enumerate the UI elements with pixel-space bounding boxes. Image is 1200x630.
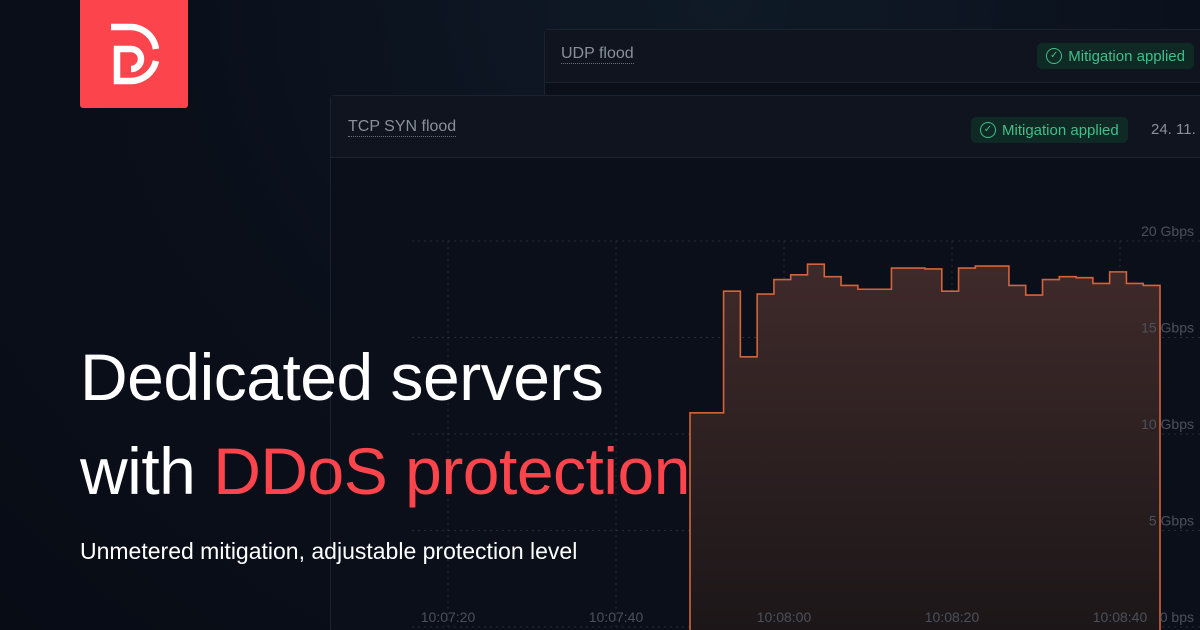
- headline-accent: DDoS protection: [213, 434, 690, 508]
- d-monogram-icon: [111, 23, 160, 85]
- badge-label: Mitigation applied: [1002, 121, 1119, 139]
- y-tick-label: 15 Gbps: [1141, 320, 1194, 336]
- headline-line-2: with DDoS protection: [80, 438, 690, 504]
- x-tick-label: 10:07:40: [589, 609, 644, 625]
- check-circle-icon: ✓: [1046, 48, 1063, 64]
- series-line: [689, 263, 1161, 630]
- card-title[interactable]: UDP flood: [561, 45, 634, 64]
- status-badge: ✓ Mitigation applied: [971, 117, 1128, 143]
- x-tick-label: 10:07:20: [421, 609, 476, 625]
- badge-label: Mitigation applied: [1068, 47, 1185, 65]
- series-area-fill: [690, 264, 1160, 630]
- y-tick-label: 0 bps: [1160, 609, 1194, 625]
- headline-line-1: Dedicated servers: [80, 340, 604, 414]
- y-tick-label: 5 Gbps: [1149, 513, 1194, 529]
- subtitle: Unmetered mitigation, adjustable protect…: [80, 538, 578, 564]
- card-title[interactable]: TCP SYN flood: [348, 118, 457, 137]
- check-circle-icon: ✓: [980, 122, 996, 138]
- x-tick-label: 10:08:00: [757, 609, 812, 625]
- y-tick-label: 20 Gbps: [1141, 223, 1194, 239]
- status-badge: ✓ Mitigation applied: [1037, 43, 1194, 69]
- headline-plain: with: [80, 434, 214, 508]
- event-date: 24. 11.: [1151, 121, 1196, 138]
- x-tick-label: 10:08:20: [925, 609, 980, 625]
- y-tick-label: 10 Gbps: [1141, 416, 1194, 432]
- brand-logo: [80, 0, 188, 108]
- x-tick-label: 10:08:40: [1093, 609, 1148, 625]
